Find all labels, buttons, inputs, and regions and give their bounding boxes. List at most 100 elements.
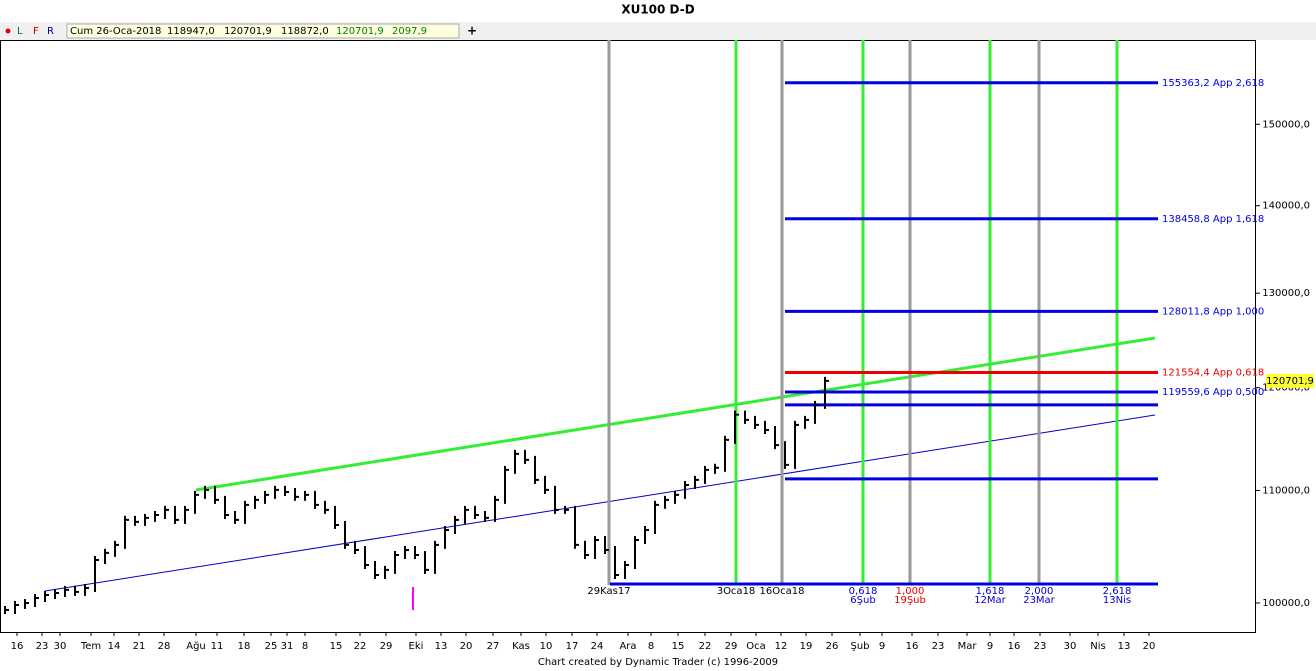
price-bar [674, 490, 679, 504]
add-button[interactable]: + [467, 24, 477, 38]
price-bar [704, 465, 709, 484]
x-tick-label: 18 [238, 641, 251, 652]
price-bar [144, 513, 149, 526]
price-bar [504, 465, 509, 504]
price-bar [154, 510, 159, 522]
price-bar [324, 500, 329, 514]
x-tick-label: 25 [265, 641, 278, 652]
price-bar [404, 545, 409, 559]
time-label: 16Oca18 [760, 586, 805, 597]
price-bar [444, 525, 449, 549]
trend-line [195, 336, 1156, 492]
price-bar [264, 490, 269, 504]
footer: Chart created by Dynamic Trader (c) 1996… [538, 657, 778, 668]
price-bar [434, 540, 439, 574]
x-tick-label: 8 [302, 641, 308, 652]
x-tick-label: 21 [133, 641, 146, 652]
price-bar [724, 435, 729, 472]
x-tick-label: 13 [1118, 641, 1131, 652]
price-bar [814, 400, 819, 424]
time-label: 23Mar [1023, 595, 1055, 606]
price-bar [584, 540, 589, 559]
price-bar [14, 600, 19, 614]
price-bar [474, 505, 479, 519]
x-tick-label: Ağu [186, 640, 206, 652]
price-bar [354, 540, 359, 554]
y-tick-label: 130000,0 [1262, 288, 1310, 299]
price-bar [224, 495, 229, 519]
time-ratio: 0,618 [849, 586, 878, 597]
toolbar-flag[interactable]: R [47, 26, 54, 37]
price-bar [424, 550, 429, 574]
quote-box [66, 23, 460, 39]
price-bar [744, 410, 749, 424]
price-bar [774, 425, 779, 450]
x-tick-label: 15 [672, 641, 685, 652]
last-price-box [1266, 373, 1314, 388]
price-bar [24, 598, 29, 609]
price-bar [554, 485, 559, 514]
y-tick-label: 140000,0 [1262, 201, 1310, 212]
x-tick-label: 30 [1064, 641, 1077, 652]
x-tick-label: 28 [158, 641, 171, 652]
price-bar [124, 515, 129, 549]
price-bar [94, 555, 99, 592]
x-tick-label: 13 [435, 641, 448, 652]
price-bar [604, 535, 609, 554]
price-bar [594, 535, 599, 559]
level-label: 119559,6 App 0,500 [1162, 387, 1264, 398]
x-tick-label: Tem [80, 641, 101, 652]
x-tick-label: 20 [1143, 641, 1156, 652]
price-bar [534, 455, 539, 484]
y-tick-label: 100000,0 [1262, 598, 1310, 609]
price-bar [764, 420, 769, 434]
quote-date: Cum 26-Oca-2018 [70, 26, 161, 37]
time-label: 13Nis [1103, 595, 1131, 606]
price-bar [364, 545, 369, 569]
price-bar [174, 505, 179, 524]
x-tick-label: 20 [460, 641, 473, 652]
price-bar [284, 485, 289, 496]
x-tick-label: Ara [619, 641, 636, 652]
x-tick-label: Oca [746, 641, 766, 652]
x-tick-label: 27 [487, 641, 500, 652]
price-bar [514, 449, 519, 474]
quote-low: 118872,0 [281, 26, 329, 37]
toolbar-flag[interactable]: L [17, 26, 23, 37]
x-tick-label: 26 [826, 641, 839, 652]
x-tick-label: 16 [11, 641, 24, 652]
time-ratio: 1,000 [896, 586, 925, 597]
time-label: 12Mar [974, 595, 1006, 606]
price-bar [754, 415, 759, 429]
price-bar [234, 510, 239, 524]
last-price-label: 120701,9 [1266, 376, 1314, 387]
time-label: 6Şub [850, 595, 875, 606]
price-bar [214, 485, 219, 504]
price-bar [304, 490, 309, 501]
price-bar [624, 560, 629, 579]
toolbar-flag[interactable]: F [33, 26, 39, 37]
time-ratio: 2,000 [1025, 586, 1054, 597]
quote-open: 118947,0 [167, 26, 215, 37]
price-bar [4, 605, 9, 614]
price-bar [254, 495, 259, 509]
price-bar [684, 480, 689, 499]
price-bar [114, 540, 119, 557]
price-bar [164, 505, 169, 519]
level-label: 138458,8 App 1,618 [1162, 214, 1264, 225]
toolbar-dot [5, 28, 11, 34]
price-bar [294, 487, 299, 501]
level-label: 128011,8 App 1,000 [1162, 306, 1264, 317]
price-bar [384, 565, 389, 579]
x-tick-label: 15 [330, 641, 343, 652]
y-tick-label: 120000,0 [1262, 383, 1310, 394]
x-tick-label: 23 [932, 641, 945, 652]
price-bar [794, 420, 799, 469]
price-bar [564, 505, 569, 514]
price-bar [614, 545, 619, 579]
x-tick-label: 14 [108, 641, 121, 652]
price-bar [194, 490, 199, 514]
price-bar [204, 485, 209, 499]
